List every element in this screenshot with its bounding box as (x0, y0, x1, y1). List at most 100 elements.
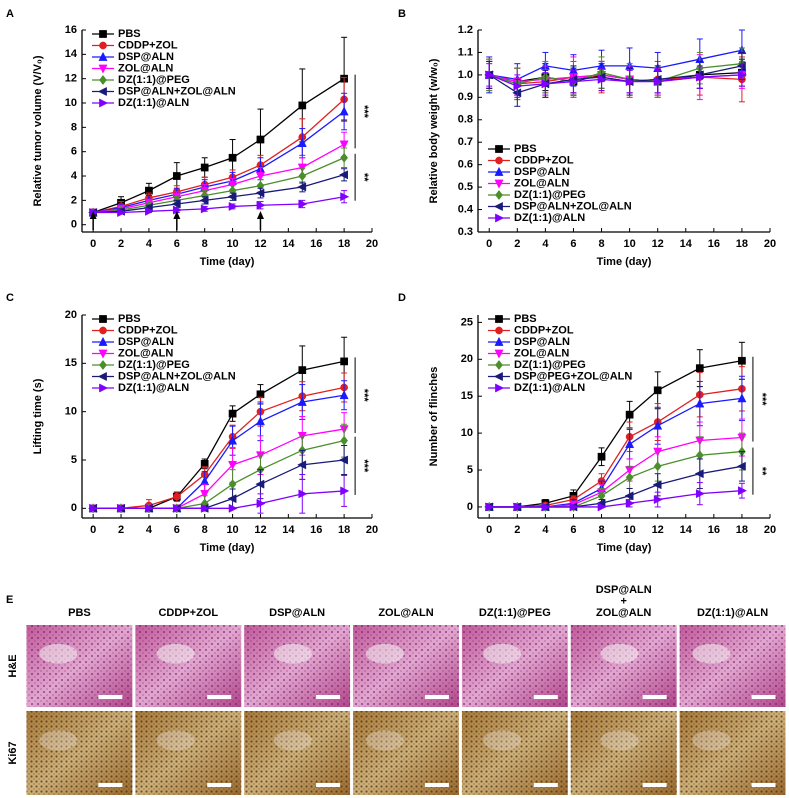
legend-label: DZ(1:1)@ALN (514, 212, 585, 224)
data-point (339, 140, 349, 150)
scale-bar (207, 695, 232, 699)
scale-bar (316, 783, 341, 787)
tissue-gap (39, 730, 78, 751)
data-point (297, 460, 307, 470)
data-point (625, 498, 635, 508)
data-point (297, 163, 307, 173)
y-tick-label: 10 (65, 97, 77, 109)
legend-marker (99, 326, 107, 335)
legend-marker (495, 359, 503, 371)
x-tick-label: 20 (366, 238, 378, 250)
tissue-gap (692, 730, 731, 751)
legend-marker (494, 179, 504, 189)
y-tick-label: 0.5 (458, 181, 473, 193)
micrograph-texture (244, 711, 351, 795)
x-tick-label: 4 (542, 238, 549, 250)
legend-label: CDDP+ZOL (118, 324, 178, 336)
legend-marker (495, 189, 503, 201)
x-tick-label: 2 (514, 524, 520, 536)
tissue-gap (365, 643, 404, 664)
legend-marker (494, 166, 504, 176)
tissue-gap (692, 643, 731, 664)
legend-label: DZ(1:1)@PEG (118, 74, 190, 86)
legend-label: DZ(1:1)@PEG (118, 359, 190, 371)
scale-bar (424, 783, 449, 787)
data-point (255, 188, 265, 198)
x-tick-label: 16 (708, 524, 720, 536)
x-axis-title: Time (day) (200, 542, 255, 554)
x-tick-label: 12 (254, 524, 266, 536)
legend-marker (494, 349, 504, 359)
y-tick-label: 1.2 (458, 24, 473, 36)
micrograph-texture (353, 711, 459, 795)
legend-marker (97, 86, 107, 97)
data-point (298, 366, 307, 374)
legend-label: PBS (514, 313, 537, 325)
legend-label: ZOL@ALN (514, 177, 569, 189)
legend-marker (493, 201, 503, 212)
legend-label: PBS (118, 313, 141, 325)
data-point (255, 172, 265, 182)
x-tick-label: 4 (146, 238, 153, 250)
y-tick-label: 0 (467, 501, 473, 513)
legend-label: CDDP+ZOL (514, 154, 574, 166)
column-label: DSP@ALN (269, 607, 325, 619)
panel-label: B (398, 8, 406, 20)
dosing-arrow (256, 211, 264, 230)
legend-marker (98, 51, 108, 61)
row-label: Ki67 (7, 741, 19, 764)
micrograph-texture (135, 625, 242, 707)
data-point (485, 502, 495, 512)
x-tick-label: 12 (652, 238, 664, 250)
legend-marker (495, 145, 503, 153)
data-point (172, 492, 181, 501)
micrograph-texture (679, 711, 786, 795)
column-label: DZ(1:1)@ALN (697, 607, 768, 619)
y-tick-label: 20 (65, 309, 77, 321)
y-axis-title: Relative body weight (w/w₀) (428, 58, 440, 203)
legend-marker (99, 41, 107, 50)
x-tick-label: 10 (226, 238, 238, 250)
y-tick-label: 0.6 (458, 159, 473, 171)
data-point (738, 356, 746, 365)
data-point (338, 170, 348, 180)
data-point (513, 81, 523, 91)
data-point (541, 79, 551, 89)
data-point (625, 439, 635, 449)
legend-marker (99, 98, 109, 108)
scale-bar (98, 695, 123, 699)
legend-label: DSP@PEG+ZOL@ALN (514, 370, 632, 382)
legend-label: DSP@ALN (514, 166, 570, 178)
data-point (340, 152, 349, 163)
data-point (597, 452, 606, 461)
panel-label: D (398, 292, 406, 304)
data-point (597, 502, 607, 512)
x-tick-label: 4 (146, 524, 153, 536)
data-point (256, 200, 266, 210)
y-tick-label: 14 (65, 48, 78, 60)
data-point (255, 416, 265, 426)
data-point (200, 163, 209, 172)
data-point (89, 503, 99, 513)
x-tick-label: 2 (514, 238, 520, 250)
dosing-arrow (173, 211, 181, 230)
x-tick-label: 16 (310, 238, 322, 250)
micrograph-texture (26, 625, 133, 707)
micrograph-texture (461, 711, 568, 795)
micrograph-texture (570, 711, 677, 795)
scale-bar (98, 783, 123, 787)
data-point (738, 486, 748, 496)
data-point (172, 172, 181, 180)
data-point (597, 74, 607, 84)
x-tick-label: 10 (623, 238, 635, 250)
legend-label: DZ(1:1)@ALN (118, 382, 189, 394)
legend-marker (495, 213, 505, 223)
y-tick-label: 20 (461, 353, 473, 365)
x-tick-label: 6 (174, 238, 180, 250)
x-tick-label: 6 (174, 524, 180, 536)
y-tick-label: 10 (461, 427, 473, 439)
tissue-gap (483, 643, 522, 664)
scale-bar (316, 695, 341, 699)
data-point (338, 455, 348, 465)
significance-label: ** (358, 173, 370, 182)
